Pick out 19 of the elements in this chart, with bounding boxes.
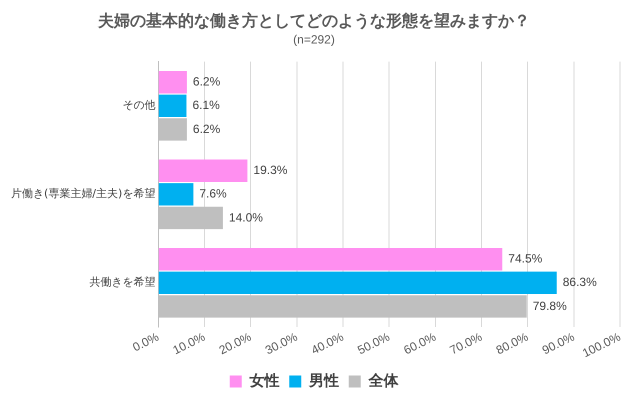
data-label: 19.3%	[253, 163, 288, 178]
legend-label: 女性	[248, 371, 280, 390]
data-label: 79.8%	[532, 298, 568, 313]
data-label: 14.0%	[228, 210, 264, 224]
data-label: 6.2%	[192, 74, 221, 89]
chart-title: 夫婦の基本的な働き方としてどのような形態を望みますか？	[97, 10, 530, 30]
data-label: 74.5%	[508, 252, 543, 266]
chart-subtitle: (n=292)	[293, 32, 335, 47]
legend-label: 男性	[308, 371, 339, 390]
y-tick-label: 片働き(専業主婦/主夫)を希望	[10, 187, 156, 200]
legend-label: 全体	[367, 371, 400, 390]
data-label: 6.1%	[192, 98, 220, 112]
x-tick-label: 0.0%	[130, 330, 162, 354]
data-label: 7.6%	[199, 186, 228, 201]
y-tick-label: 共働きを希望	[89, 276, 156, 289]
data-label: 6.2%	[192, 122, 221, 136]
x-tick-label: 40.0%	[309, 330, 346, 358]
y-tick-label: その他	[122, 98, 156, 112]
data-label: 86.3%	[562, 275, 598, 290]
